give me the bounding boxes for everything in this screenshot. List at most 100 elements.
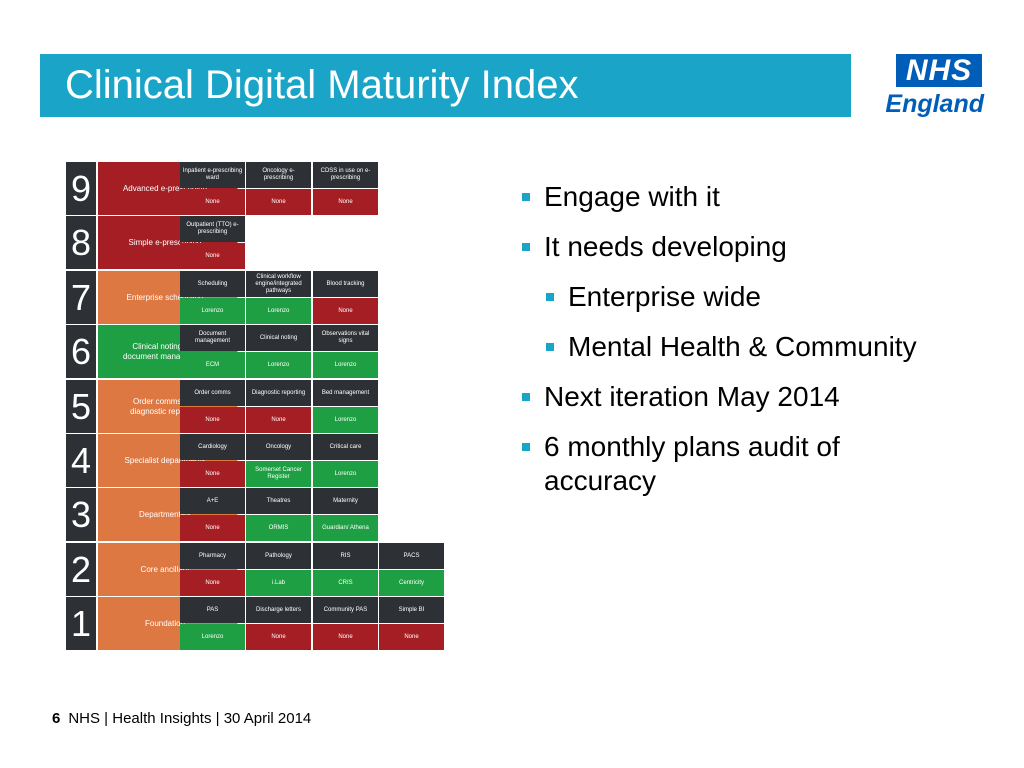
capability-label: Clinical noting: [246, 325, 311, 351]
capability-label: Community PAS: [313, 597, 378, 623]
capability-cell: PACS Centricity: [379, 543, 444, 596]
level-number: 7: [66, 271, 96, 324]
level-number: 4: [66, 434, 96, 487]
capability-status: None: [246, 624, 311, 650]
capability-label: Scheduling: [180, 271, 245, 297]
capability-cell: Clinical workflow engine/integrated path…: [246, 271, 311, 324]
capability-label: CDSS in use on e-prescribing: [313, 162, 378, 188]
nhs-logo-region: England: [885, 90, 984, 118]
capability-cell: RIS CRIS: [313, 543, 378, 596]
capability-label: Cardiology: [180, 434, 245, 460]
level-number: 8: [66, 216, 96, 269]
capability-label: Oncology: [246, 434, 311, 460]
capability-label: Clinical workflow engine/integrated path…: [246, 271, 311, 297]
capability-cell: Pharmacy None: [180, 543, 245, 596]
capability-cell: Simple BI None: [379, 597, 444, 650]
capability-label: Observations vital signs: [313, 325, 378, 351]
footer-text: NHS | Health Insights | 30 April 2014: [68, 710, 312, 727]
capability-cell: Oncology Somerset Cancer Register: [246, 434, 311, 487]
capability-status: i.Lab: [246, 570, 311, 596]
capability-cell: Blood tracking None: [313, 271, 378, 324]
capability-label: Bed management: [313, 380, 378, 406]
nhs-england-logo: NHS England: [872, 54, 984, 120]
bullet-item: It needs developing: [520, 230, 920, 264]
capability-status: None: [313, 624, 378, 650]
capability-cell: Observations vital signs Lorenzo: [313, 325, 378, 378]
capability-label: A+E: [180, 488, 245, 514]
bullet-square-icon: [546, 343, 554, 351]
capability-cell: Clinical noting Lorenzo: [246, 325, 311, 378]
capability-cell: Discharge letters None: [246, 597, 311, 650]
capability-status: None: [180, 515, 245, 541]
capability-label: PAS: [180, 597, 245, 623]
level-number: 3: [66, 488, 96, 541]
level-number: 5: [66, 380, 96, 433]
capability-label: Order comms: [180, 380, 245, 406]
capability-cell: Bed management Lorenzo: [313, 380, 378, 433]
capability-label: Pharmacy: [180, 543, 245, 569]
bullet-item: Enterprise wide: [544, 280, 920, 314]
capability-label: RIS: [313, 543, 378, 569]
bullet-text: Engage with it: [544, 181, 720, 212]
capability-status: Somerset Cancer Register: [246, 461, 311, 487]
capability-status: Lorenzo: [180, 624, 245, 650]
capability-status: CRIS: [313, 570, 378, 596]
capability-status: None: [180, 243, 245, 269]
bullet-square-icon: [522, 443, 530, 451]
capability-cell: Diagnostic reporting None: [246, 380, 311, 433]
capability-status: None: [180, 461, 245, 487]
capability-label: Pathology: [246, 543, 311, 569]
capability-status: Guardian/ Athena: [313, 515, 378, 541]
capability-status: None: [246, 407, 311, 433]
level-number: 6: [66, 325, 96, 378]
capability-status: Lorenzo: [313, 461, 378, 487]
capability-cell: Critical care Lorenzo: [313, 434, 378, 487]
bullet-text: Enterprise wide: [568, 281, 761, 312]
footer: 6 NHS | Health Insights | 30 April 2014: [52, 710, 311, 727]
bullet-text: Mental Health & Community: [568, 331, 917, 362]
capability-status: ORMIS: [246, 515, 311, 541]
capability-cell: A+E None: [180, 488, 245, 541]
bullet-square-icon: [522, 393, 530, 401]
bullet-text: Next iteration May 2014: [544, 381, 840, 412]
capability-status: None: [180, 407, 245, 433]
capability-status: ECM: [180, 352, 245, 378]
capability-status: None: [313, 298, 378, 324]
capability-status: Lorenzo: [246, 352, 311, 378]
maturity-matrix: 9 Advanced e-prescribing Inpatient e-presc…: [66, 162, 446, 650]
title-bar: Clinical Digital Maturity Index: [40, 54, 851, 117]
bullet-text: 6 monthly plans audit of accuracy: [544, 431, 840, 496]
capability-cell: Community PAS None: [313, 597, 378, 650]
capability-cell: Order comms None: [180, 380, 245, 433]
capability-status: Lorenzo: [180, 298, 245, 324]
capability-cell: PAS Lorenzo: [180, 597, 245, 650]
bullet-square-icon: [522, 243, 530, 251]
capability-status: Lorenzo: [313, 407, 378, 433]
capability-cell: Oncology e-prescribing None: [246, 162, 311, 215]
bullet-list: Engage with it It needs developing Enterpr…: [520, 180, 920, 514]
capability-label: Critical care: [313, 434, 378, 460]
capability-status: None: [180, 189, 245, 215]
capability-cell: CDSS in use on e-prescribing None: [313, 162, 378, 215]
capability-status: Lorenzo: [246, 298, 311, 324]
bullet-square-icon: [546, 293, 554, 301]
capability-status: None: [246, 189, 311, 215]
capability-cell: Document management ECM: [180, 325, 245, 378]
level-number: 1: [66, 597, 96, 650]
capability-label: Blood tracking: [313, 271, 378, 297]
capability-cell: Outpatient (TTO) e-prescribing None: [180, 216, 245, 269]
bullet-item: Engage with it: [520, 180, 920, 214]
capability-cell: Cardiology None: [180, 434, 245, 487]
nhs-logo-box: NHS: [896, 54, 982, 87]
capability-label: Oncology e-prescribing: [246, 162, 311, 188]
slide-title: Clinical Digital Maturity Index: [65, 63, 579, 107]
bullet-item: Next iteration May 2014: [520, 380, 920, 414]
capability-label: Diagnostic reporting: [246, 380, 311, 406]
capability-cell: Pathology i.Lab: [246, 543, 311, 596]
capability-status: None: [313, 189, 378, 215]
capability-label: Theatres: [246, 488, 311, 514]
capability-label: Inpatient e-prescribing ward: [180, 162, 245, 188]
capability-status: Lorenzo: [313, 352, 378, 378]
bullet-item: 6 monthly plans audit of accuracy: [520, 430, 920, 498]
capability-cell: Scheduling Lorenzo: [180, 271, 245, 324]
